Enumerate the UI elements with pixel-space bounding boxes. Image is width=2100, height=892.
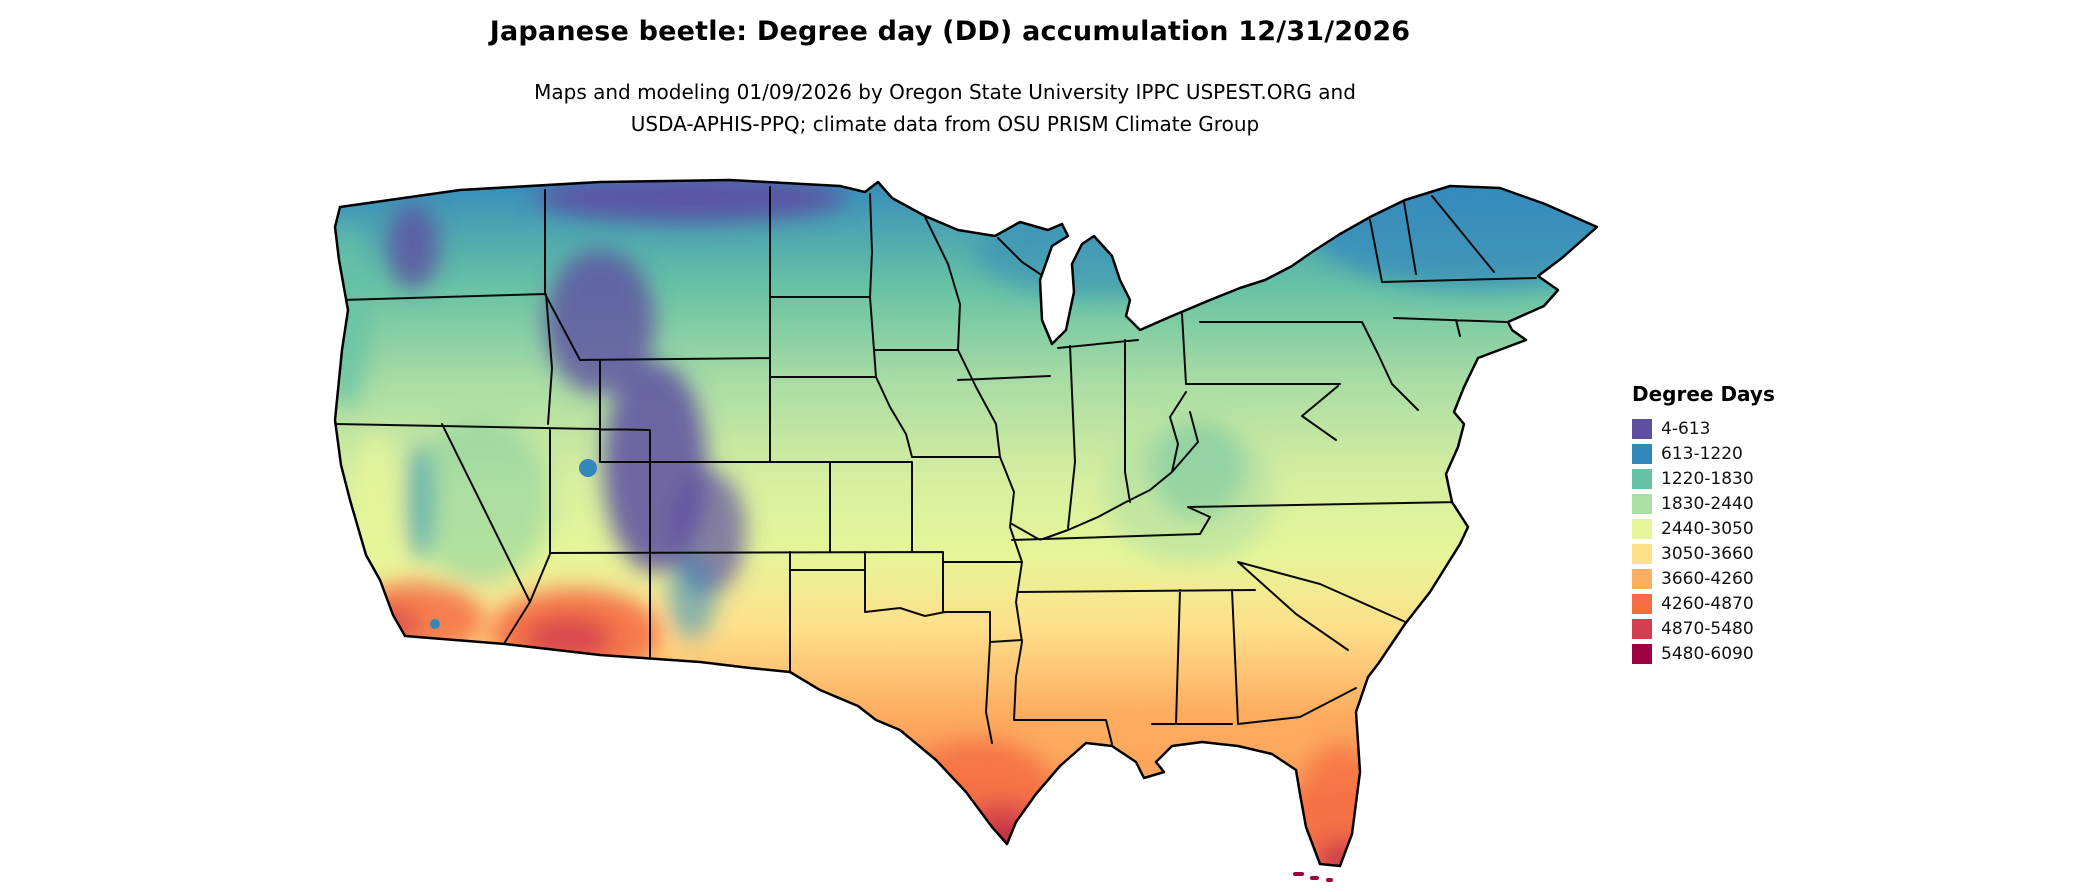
- legend-item: 3660-4260: [1632, 566, 1775, 591]
- map-subtitle-line-1: Maps and modeling 01/09/2026 by Oregon S…: [534, 80, 1356, 104]
- legend-item: 4260-4870: [1632, 591, 1775, 616]
- legend-swatch: [1632, 568, 1652, 589]
- legend-label: 4-613: [1661, 418, 1711, 439]
- legend-label: 4870-5480: [1661, 618, 1754, 639]
- legend-swatch: [1632, 518, 1652, 539]
- legend-label: 1830-2440: [1661, 493, 1754, 514]
- legend-item: 4870-5480: [1632, 616, 1775, 641]
- legend-swatch: [1632, 643, 1652, 664]
- legend-item: 5480-6090: [1632, 641, 1775, 666]
- legend-item: 4-613: [1632, 416, 1775, 441]
- map-title: Japanese beetle: Degree day (DD) accumul…: [489, 16, 1411, 47]
- legend-label: 4260-4870: [1661, 593, 1754, 614]
- legend-swatch: [1632, 618, 1652, 639]
- legend: Degree Days 4-613 613-1220 1220-1830 183…: [1632, 382, 1775, 666]
- state-borders: [335, 186, 1537, 745]
- map-subtitle: Maps and modeling 01/09/2026 by Oregon S…: [0, 76, 1890, 140]
- legend-item: 1220-1830: [1632, 466, 1775, 491]
- legend-label: 3660-4260: [1661, 568, 1754, 589]
- legend-label: 1220-1830: [1661, 468, 1754, 489]
- legend-label: 5480-6090: [1661, 643, 1754, 664]
- great-salt-lake: [579, 459, 597, 477]
- legend-title: Degree Days: [1632, 382, 1775, 406]
- florida-keys: [1293, 872, 1333, 882]
- legend-label: 2440-3050: [1661, 518, 1754, 539]
- legend-label: 613-1220: [1661, 443, 1743, 464]
- map-subtitle-line-2: USDA-APHIS-PPQ; climate data from OSU PR…: [630, 112, 1260, 136]
- legend-label: 3050-3660: [1661, 543, 1754, 564]
- legend-swatch: [1632, 543, 1652, 564]
- legend-swatch: [1632, 593, 1652, 614]
- salton-sea: [430, 619, 440, 629]
- us-map-svg: [333, 178, 1599, 882]
- legend-item: 1830-2440: [1632, 491, 1775, 516]
- legend-item: 613-1220: [1632, 441, 1775, 466]
- legend-swatch: [1632, 468, 1652, 489]
- us-degree-day-map: [300, 172, 1600, 882]
- legend-swatch: [1632, 493, 1652, 514]
- legend-swatch: [1632, 443, 1652, 464]
- legend-item: 3050-3660: [1632, 541, 1775, 566]
- legend-swatch: [1632, 418, 1652, 439]
- legend-item: 2440-3050: [1632, 516, 1775, 541]
